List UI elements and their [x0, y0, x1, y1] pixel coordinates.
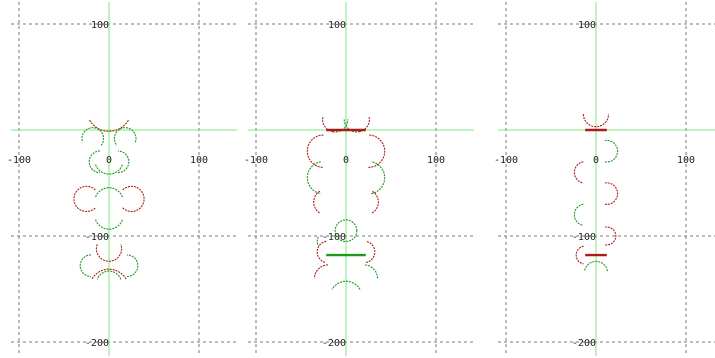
- green-lobe-arc: [88, 150, 101, 174]
- green-lobe-arc: [573, 203, 584, 226]
- x-tick-label: 0: [343, 155, 349, 166]
- y-tick-label: 100: [578, 20, 596, 31]
- chart-panel-1: -100 0 100 100 -100 -200: [7, 2, 237, 356]
- chart-panel-3: -100 0 100 100 -100 -200: [494, 2, 715, 356]
- red-lobe-arc: [605, 226, 617, 246]
- green-lobe-arc: [343, 119, 360, 133]
- green-lobe-arc: [126, 254, 139, 278]
- green-lobe-arc: [316, 236, 319, 247]
- x-tick-label: 0: [593, 155, 599, 166]
- green-lobe-arc: [604, 139, 619, 163]
- red-lobe-arc: [313, 190, 321, 214]
- red-lobe-arc: [95, 244, 123, 262]
- red-lobe-arc: [582, 114, 610, 128]
- green-lobe-arc: [334, 219, 358, 243]
- green-lobe-arc: [117, 150, 130, 174]
- green-lobe-arc: [363, 264, 379, 279]
- green-lobe-arc: [79, 254, 92, 278]
- red-lobe-arc: [575, 245, 584, 265]
- red-lobe-arc: [371, 190, 379, 214]
- red-lobe-arc: [91, 268, 127, 280]
- y-tick-label: -200: [322, 338, 346, 349]
- green-lobe-arc: [371, 161, 386, 195]
- green-lobe-arc: [583, 260, 609, 272]
- red-lobe-arc: [573, 161, 584, 184]
- red-lobe-arc: [313, 264, 329, 279]
- y-tick-label: 100: [328, 20, 346, 31]
- y-tick-label: -100: [572, 232, 596, 243]
- red-lobe-arc: [73, 185, 96, 213]
- green-lobe-arc: [306, 161, 321, 195]
- red-lobe-arc: [89, 119, 129, 132]
- x-tick-label: 100: [427, 155, 445, 166]
- green-lobe-arc: [96, 270, 122, 280]
- x-tick-label: 100: [677, 155, 695, 166]
- y-tick-label: -200: [85, 338, 109, 349]
- x-tick-label: 100: [190, 155, 208, 166]
- red-lobe-arc: [368, 134, 386, 168]
- x-tick-label: 0: [106, 155, 112, 166]
- y-tick-label: -200: [572, 338, 596, 349]
- green-lobe-arc: [331, 280, 361, 290]
- red-lobe-arc: [316, 240, 327, 264]
- red-lobe-arc: [306, 134, 324, 168]
- chart-panel-2: -100 0 100 100 -100 -200: [244, 2, 474, 356]
- y-tick-label: -100: [85, 232, 109, 243]
- green-lobe-arc: [81, 127, 105, 146]
- x-tick-label: -100: [7, 155, 31, 166]
- red-lobe-arc: [604, 182, 619, 205]
- x-tick-label: -100: [494, 155, 518, 166]
- x-tick-label: -100: [244, 155, 268, 166]
- green-lobe-arc: [113, 127, 137, 146]
- y-tick-label: 100: [91, 20, 109, 31]
- y-tick-label: -100: [322, 232, 346, 243]
- red-lobe-arc: [365, 240, 376, 264]
- red-lobe-arc: [122, 185, 145, 213]
